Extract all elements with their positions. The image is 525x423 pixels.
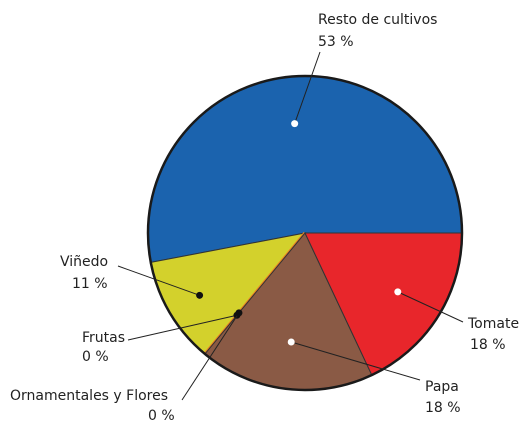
label-dot — [291, 120, 299, 128]
slice-name: Resto de cultivos — [318, 12, 437, 28]
label-dot — [287, 338, 295, 346]
labels: Resto de cultivos 53 % Viñedo 11 % Frutas 0 %… — [10, 12, 519, 423]
slice-value: 0 % — [148, 408, 175, 423]
slice-name: Tomate — [467, 316, 519, 332]
leader-line — [181, 312, 240, 401]
slice-value: 11 % — [72, 276, 108, 292]
pie — [146, 74, 464, 392]
label-dot — [196, 291, 204, 299]
slice-name: Ornamentales y Flores — [10, 388, 168, 404]
leader-line — [291, 341, 421, 381]
slice-value: 0 % — [82, 349, 109, 365]
slice-name: Papa — [425, 379, 459, 395]
leader-line — [117, 265, 200, 296]
slice-value: 18 % — [470, 337, 506, 353]
slice-name: Viñedo — [60, 254, 108, 270]
leader-line — [397, 291, 464, 323]
leader-line — [127, 314, 238, 341]
pie-outline — [146, 74, 464, 392]
leader-line — [294, 51, 321, 124]
slice-value: 18 % — [425, 400, 461, 416]
label-dot — [235, 309, 243, 317]
slice-value: 53 % — [318, 34, 354, 50]
label-dot — [394, 288, 402, 296]
slice-name: Frutas — [82, 330, 125, 346]
